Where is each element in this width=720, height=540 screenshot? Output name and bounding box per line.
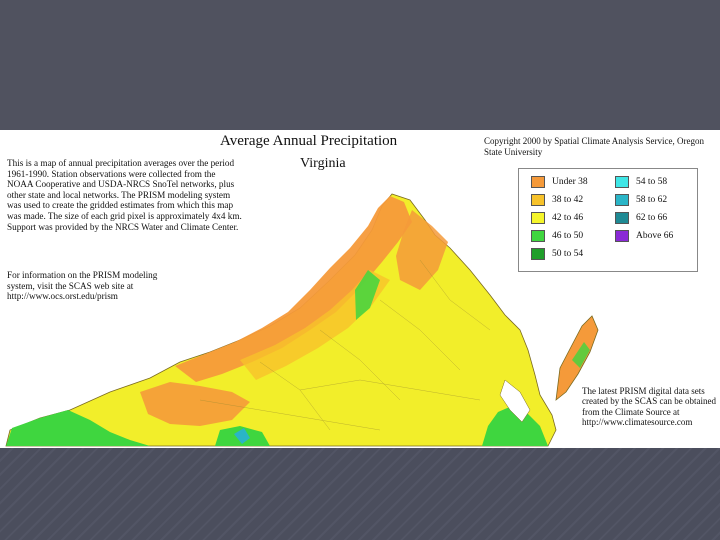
- legend-label: 58 to 62: [636, 195, 668, 205]
- legend-item: 58 to 62: [615, 193, 667, 207]
- legend-item: 46 to 50: [531, 229, 583, 243]
- map-title: Average Annual Precipitation: [220, 133, 398, 149]
- legend-item: 38 to 42: [531, 193, 583, 207]
- copyright-text: Copyright 2000 by Spatial Climate Analys…: [484, 136, 704, 157]
- light-orange-band: [240, 270, 390, 380]
- legend-swatch: [531, 176, 545, 188]
- chesapeake-bay-area: [499, 379, 531, 423]
- legend-item: Under 38: [531, 175, 588, 189]
- map-slide: Average Annual Precipitation Virginia Co…: [0, 130, 720, 448]
- legend-label: 38 to 42: [552, 195, 584, 205]
- northern-orange-region: [396, 210, 448, 290]
- prism-info-text: For information on the PRISM modeling sy…: [7, 270, 158, 302]
- slide-top-band: [0, 0, 720, 130]
- legend-swatch: [615, 230, 629, 242]
- legend-item: 62 to 66: [615, 211, 667, 225]
- legend-item: 42 to 46: [531, 211, 583, 225]
- legend-item: 50 to 54: [531, 247, 583, 261]
- legend-label: Under 38: [552, 177, 588, 187]
- map-subtitle: Virginia: [300, 156, 346, 171]
- legend-label: 46 to 50: [552, 231, 584, 241]
- high-precip-spot: [234, 428, 250, 444]
- legend-swatch: [531, 230, 545, 242]
- county-lines: [199, 259, 491, 431]
- legend-label: 42 to 46: [552, 213, 584, 223]
- slide-bottom-band: [0, 448, 720, 540]
- legend-swatch: [615, 176, 629, 188]
- eastern-shore-green: [572, 342, 590, 368]
- coastal-green-region: [482, 406, 548, 446]
- legend-label: 54 to 58: [636, 177, 668, 187]
- legend-swatch: [531, 194, 545, 206]
- legend-item: Above 66: [615, 229, 673, 243]
- legend-label: 62 to 66: [636, 213, 668, 223]
- legend-swatch: [531, 212, 545, 224]
- legend-label: Above 66: [636, 231, 674, 241]
- legend-item: 54 to 58: [615, 175, 667, 189]
- legend-label: 50 to 54: [552, 249, 584, 259]
- green-blue-ridge: [355, 270, 380, 320]
- legend-swatch: [531, 248, 545, 260]
- prism-data-note: The latest PRISM digital data sets creat…: [582, 386, 716, 428]
- green-mountain-region: [6, 410, 150, 446]
- precipitation-legend: Under 38 38 to 42 42 to 46 46 to 50 50 t…: [518, 168, 698, 272]
- description-text: This is a map of annual precipitation av…: [7, 158, 242, 232]
- southwest-orange-region: [140, 382, 250, 426]
- virginia-map: [5, 193, 599, 447]
- legend-swatch: [615, 212, 629, 224]
- orange-ridge-region: [175, 196, 412, 382]
- legend-swatch: [615, 194, 629, 206]
